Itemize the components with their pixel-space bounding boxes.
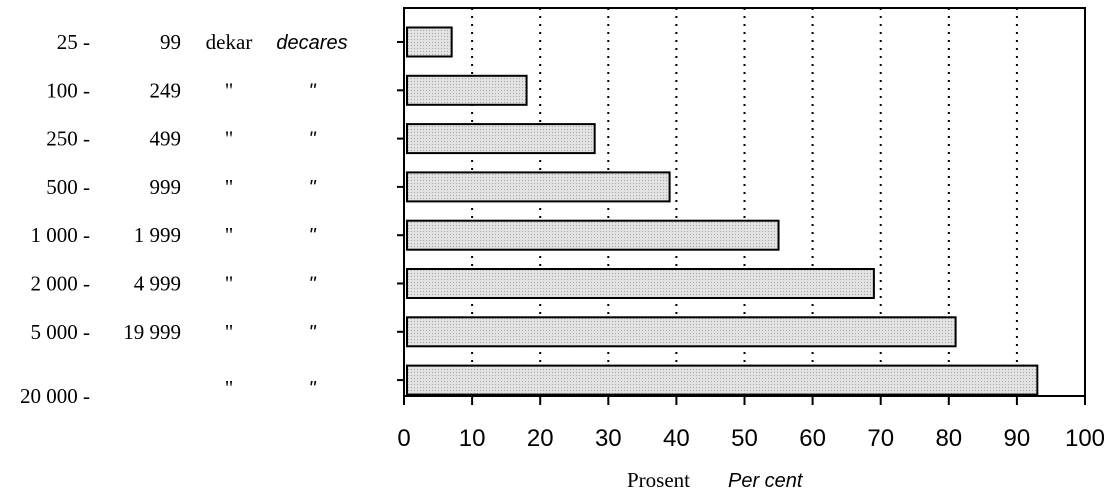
category-unit-norwegian: " <box>225 272 234 296</box>
bar <box>406 364 1039 396</box>
bar <box>406 26 453 58</box>
bar <box>406 123 596 155</box>
category-range-to: 249 <box>150 78 182 102</box>
category-range-to: 99 <box>160 30 181 54</box>
category-range-to: 4 999 <box>134 272 181 296</box>
x-axis-label-norwegian: Prosent <box>627 468 690 492</box>
bar <box>406 268 875 299</box>
x-tick-label: 100 <box>1065 425 1105 452</box>
x-tick-label: 30 <box>595 425 622 452</box>
bar <box>406 74 528 106</box>
category-unit-english: decares <box>276 32 347 54</box>
category-range-from: 5 000 - <box>31 320 91 344</box>
x-tick-label: 70 <box>867 425 894 452</box>
category-unit-english: " <box>308 322 316 344</box>
x-tick-label: 20 <box>527 425 554 452</box>
category-range-to: 1 999 <box>134 223 181 247</box>
category-unit-norwegian: " <box>225 320 234 344</box>
x-tick-label: 40 <box>663 425 690 452</box>
bars <box>406 26 1039 396</box>
category-unit-english: " <box>308 378 316 400</box>
category-unit-english: " <box>308 274 316 296</box>
axis-ticks <box>397 41 1086 405</box>
x-tick-label: 50 <box>731 425 758 452</box>
category-range-from: 250 - <box>46 127 90 151</box>
category-range-to: 19 999 <box>123 320 181 344</box>
category-unit-english: " <box>308 225 316 247</box>
bar <box>406 316 957 348</box>
category-range-from: 2 000 - <box>31 272 91 296</box>
category-range-from: 500 - <box>46 175 90 199</box>
grid-lines <box>471 8 1018 396</box>
category-range-to: 999 <box>150 175 182 199</box>
category-unit-english: " <box>308 129 316 151</box>
category-unit-norwegian: " <box>225 127 234 151</box>
x-tick-label: 80 <box>935 425 962 452</box>
x-tick-label: 90 <box>1004 425 1031 452</box>
category-range-from: 100 - <box>46 78 90 102</box>
category-unit-english: " <box>308 80 316 102</box>
category-unit-norwegian: dekar <box>206 30 253 54</box>
category-unit-norwegian: " <box>225 78 234 102</box>
category-range-from: 20 000 - <box>20 384 90 408</box>
x-axis-label-english: Per cent <box>728 470 804 492</box>
bar <box>406 219 780 251</box>
x-tick-label: 60 <box>799 425 826 452</box>
category-unit-norwegian: " <box>225 223 234 247</box>
category-range-from: 1 000 - <box>31 223 91 247</box>
category-range-from: 25 - <box>57 30 90 54</box>
bar <box>406 171 671 203</box>
category-unit-norwegian: " <box>225 175 234 199</box>
category-unit-norwegian: " <box>225 376 234 400</box>
category-unit-english: " <box>308 177 316 199</box>
x-tick-label: 0 <box>397 425 410 452</box>
category-labels: 25 - 99 dekar decares 100 - 249 " " 250 - 499 " " 50… <box>20 30 348 408</box>
category-range-to: 499 <box>150 127 182 151</box>
x-tick-labels: 0 10 20 30 40 50 60 70 80 90 100 <box>397 425 1105 452</box>
x-tick-label: 10 <box>459 425 486 452</box>
